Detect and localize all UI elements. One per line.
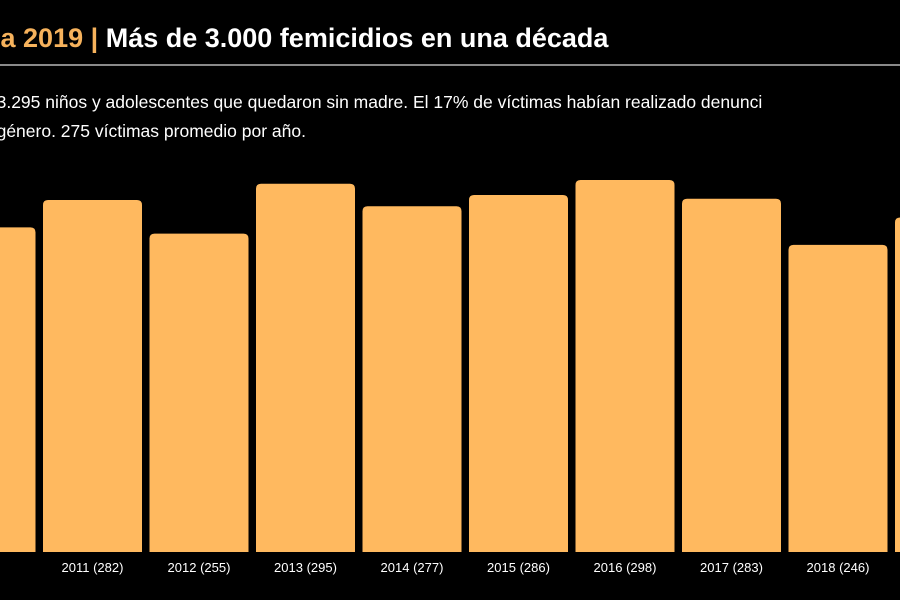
x-tick-label-1: 2011 (282) <box>62 560 124 575</box>
bar-1 <box>43 199 142 553</box>
subtitle-line-1: n 3.295 niños y adolescentes que quedaro… <box>0 92 763 112</box>
bar-5 <box>469 194 568 552</box>
bar-8 <box>788 244 888 552</box>
bar-4 <box>362 206 462 552</box>
title-divider <box>0 64 900 66</box>
x-tick-label-3: 2013 (295) <box>274 560 337 575</box>
subtitle-line-2: e género. 275 víctimas promedio por año. <box>0 121 306 141</box>
bar-0 <box>0 227 36 552</box>
x-tick-label-2: 2012 (255) <box>168 560 231 575</box>
bar-2 <box>149 233 249 552</box>
x-tick-label-5: 2015 (286) <box>487 560 550 575</box>
title-separator: | <box>90 23 99 53</box>
chart-subtitle: n 3.295 niños y adolescentes que quedaro… <box>0 88 900 146</box>
title-main: Más de 3.000 femicidios en una década <box>105 23 609 53</box>
x-tick-label-4: 2014 (277) <box>381 560 444 575</box>
x-tick-label-6: 2016 (298) <box>594 560 657 575</box>
bar-6 <box>575 180 675 552</box>
bar-7 <box>682 198 781 552</box>
chart-title: 0 a 2019 | Más de 3.000 femicidios en un… <box>0 20 608 56</box>
bar-9 <box>895 217 900 552</box>
x-tick-label-7: 2017 (283) <box>700 560 763 575</box>
bar-3 <box>256 183 355 552</box>
title-year-range: 0 a 2019 <box>0 23 84 53</box>
x-tick-label-8: 2018 (246) <box>807 560 870 575</box>
